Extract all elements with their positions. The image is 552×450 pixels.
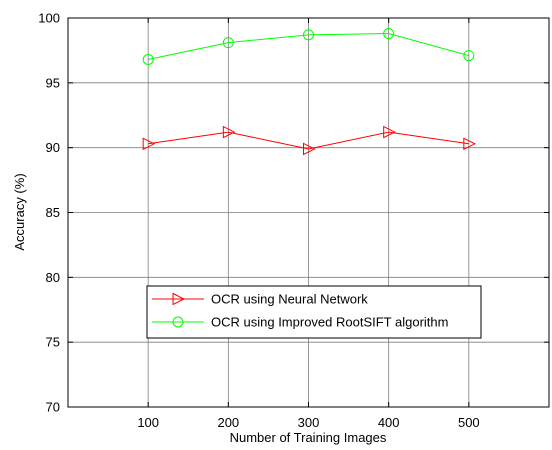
data-point-series-2 [383, 28, 395, 40]
data-point-series-2 [463, 50, 475, 62]
legend-entry-1: OCR using Neural Network [211, 292, 368, 307]
legend: OCR using Neural Network OCR using Improv… [146, 285, 482, 339]
y-tick-label: 85 [46, 205, 60, 220]
x-tick-label: 300 [298, 415, 320, 430]
y-tick-label: 80 [46, 270, 60, 285]
data-point-series-2 [303, 29, 314, 41]
series-layer [142, 28, 476, 156]
x-tick-label: 200 [217, 415, 239, 430]
data-point-series-1 [463, 137, 476, 151]
x-tick-label: 100 [137, 415, 159, 430]
grid-lines [68, 18, 549, 407]
data-point-series-1 [142, 137, 156, 151]
axis-ticks: 100 200 300 400 500 70 75 80 85 90 95 100 [38, 11, 549, 430]
legend-entry-2: OCR using Improved RootSIFT algorithm [211, 315, 448, 330]
data-point-series-1 [222, 125, 236, 139]
x-axis-label: Number of Training Images [230, 430, 387, 445]
legend-box [146, 285, 482, 339]
y-tick-label: 100 [38, 11, 60, 26]
x-tick-label: 500 [458, 415, 480, 430]
data-point-series-1 [383, 125, 396, 139]
x-tick-label: 400 [378, 415, 400, 430]
series-line-1 [148, 131, 469, 150]
y-tick-label: 90 [46, 140, 60, 155]
data-point-series-1 [303, 142, 316, 156]
y-tick-label: 70 [46, 400, 60, 415]
series-line-2 [148, 33, 469, 60]
y-tick-label: 75 [46, 335, 60, 350]
y-axis-label: Accuracy (%) [12, 173, 27, 250]
legend-marker-2 [172, 316, 184, 328]
legend-marker-1 [172, 292, 186, 306]
y-tick-label: 95 [46, 75, 60, 90]
data-point-series-2 [142, 53, 154, 65]
data-point-series-2 [222, 37, 234, 49]
